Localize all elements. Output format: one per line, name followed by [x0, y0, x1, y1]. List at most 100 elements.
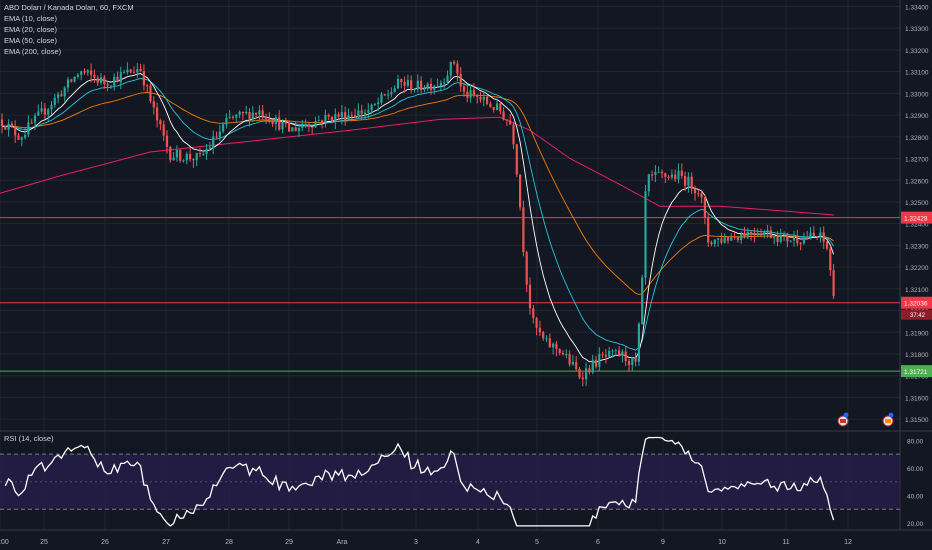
candle-body[interactable]	[390, 92, 393, 95]
candle-body[interactable]	[710, 242, 713, 245]
candle-body[interactable]	[819, 232, 822, 237]
candle-body[interactable]	[439, 82, 442, 86]
candle-body[interactable]	[786, 233, 789, 242]
event-flag-icon[interactable]	[837, 412, 849, 427]
candle-body[interactable]	[403, 81, 406, 86]
candle-body[interactable]	[116, 76, 119, 83]
candle-body[interactable]	[829, 248, 832, 271]
candle-body[interactable]	[340, 112, 343, 117]
candle-body[interactable]	[327, 115, 330, 117]
candle-body[interactable]	[231, 116, 235, 118]
candlestick-series[interactable]	[0, 59, 835, 387]
candle-body[interactable]	[462, 86, 466, 92]
candle-body[interactable]	[7, 123, 10, 130]
candle-body[interactable]	[512, 124, 515, 145]
candle-body[interactable]	[76, 74, 79, 77]
candle-body[interactable]	[611, 350, 614, 352]
candle-body[interactable]	[779, 234, 782, 242]
candle-body[interactable]	[446, 75, 449, 83]
candle-body[interactable]	[822, 232, 825, 242]
candle-body[interactable]	[192, 159, 195, 161]
candle-body[interactable]	[535, 318, 538, 328]
candle-body[interactable]	[598, 354, 601, 367]
candle-body[interactable]	[575, 362, 578, 369]
candle-body[interactable]	[519, 174, 522, 208]
candle-body[interactable]	[571, 362, 574, 365]
candle-body[interactable]	[601, 354, 604, 356]
candle-body[interactable]	[43, 108, 46, 115]
candle-body[interactable]	[0, 119, 4, 127]
candle-body[interactable]	[687, 176, 690, 186]
candle-body[interactable]	[123, 72, 126, 74]
candle-body[interactable]	[146, 85, 149, 87]
candle-body[interactable]	[393, 88, 396, 93]
candle-body[interactable]	[314, 120, 317, 128]
candle-body[interactable]	[740, 234, 743, 241]
candle-body[interactable]	[730, 236, 733, 241]
candle-body[interactable]	[759, 234, 763, 236]
candle-body[interactable]	[367, 110, 370, 113]
candle-body[interactable]	[816, 236, 819, 238]
candle-body[interactable]	[429, 83, 433, 90]
candle-body[interactable]	[433, 86, 436, 90]
candle-body[interactable]	[505, 119, 508, 121]
candle-body[interactable]	[413, 88, 416, 91]
candle-body[interactable]	[377, 102, 380, 105]
candle-body[interactable]	[624, 351, 627, 362]
candle-body[interactable]	[707, 217, 710, 243]
candle-body[interactable]	[383, 94, 386, 96]
candle-body[interactable]	[449, 61, 452, 76]
candle-body[interactable]	[241, 111, 244, 114]
candle-body[interactable]	[380, 94, 383, 103]
candle-body[interactable]	[175, 149, 178, 158]
candle-body[interactable]	[60, 94, 63, 97]
candle-body[interactable]	[251, 112, 254, 120]
candle-body[interactable]	[726, 237, 730, 241]
candle-body[interactable]	[426, 83, 429, 89]
event-markers[interactable]	[837, 412, 894, 427]
candle-body[interactable]	[495, 103, 499, 110]
candle-body[interactable]	[156, 107, 159, 121]
candle-body[interactable]	[670, 174, 673, 178]
candle-body[interactable]	[750, 232, 753, 235]
candle-body[interactable]	[4, 126, 7, 130]
candle-body[interactable]	[776, 237, 779, 242]
candle-body[interactable]	[479, 97, 482, 100]
candle-body[interactable]	[459, 73, 462, 87]
candle-body[interactable]	[489, 103, 492, 108]
event-flag-icon[interactable]	[882, 412, 894, 427]
candle-body[interactable]	[466, 91, 469, 98]
candle-body[interactable]	[657, 171, 660, 173]
candle-body[interactable]	[17, 135, 20, 140]
candle-body[interactable]	[717, 238, 720, 240]
candle-body[interactable]	[469, 90, 472, 98]
candle-body[interactable]	[542, 332, 545, 339]
candle-body[interactable]	[769, 230, 772, 239]
candle-body[interactable]	[456, 63, 459, 74]
candle-body[interactable]	[588, 368, 591, 373]
candle-body[interactable]	[27, 122, 30, 135]
candle-body[interactable]	[667, 176, 670, 178]
candle-body[interactable]	[271, 121, 274, 125]
candle-body[interactable]	[357, 110, 360, 118]
candle-body[interactable]	[684, 175, 687, 186]
candle-body[interactable]	[743, 234, 746, 238]
candle-body[interactable]	[561, 352, 565, 355]
candle-body[interactable]	[400, 79, 403, 82]
candle-body[interactable]	[697, 193, 700, 195]
candle-body[interactable]	[756, 234, 759, 236]
candle-body[interactable]	[499, 103, 502, 112]
candle-body[interactable]	[736, 237, 739, 241]
candle-body[interactable]	[255, 112, 258, 115]
candle-body[interactable]	[228, 116, 231, 118]
candle-body[interactable]	[205, 148, 208, 154]
candle-body[interactable]	[634, 357, 637, 362]
candle-body[interactable]	[627, 361, 631, 365]
candle-body[interactable]	[387, 94, 390, 96]
candle-body[interactable]	[129, 69, 132, 73]
candle-body[interactable]	[608, 350, 611, 357]
candle-body[interactable]	[700, 193, 703, 198]
horizontal-levels[interactable]	[0, 217, 900, 372]
candle-body[interactable]	[568, 354, 571, 365]
candle-body[interactable]	[63, 87, 66, 97]
